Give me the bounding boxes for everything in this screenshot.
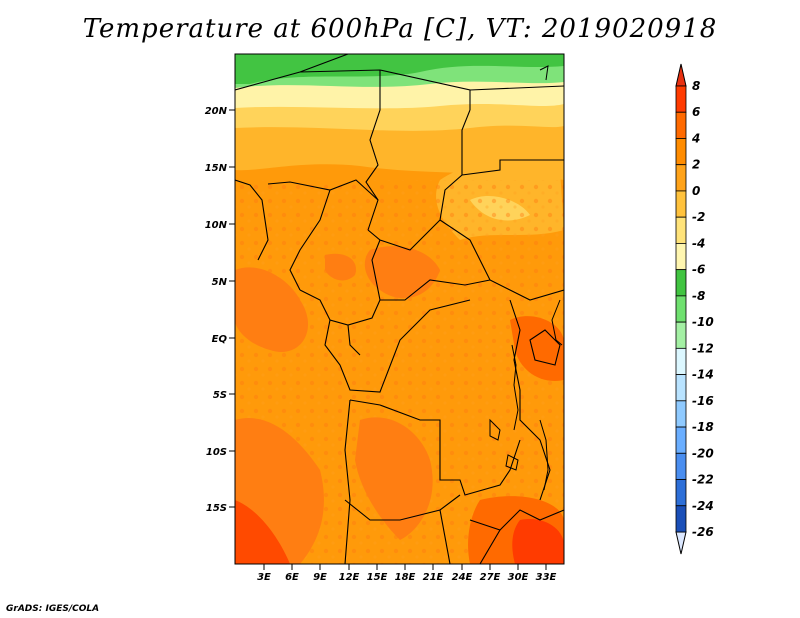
lat-label: 10N [205, 220, 228, 231]
colorbar-label: -14 [692, 368, 714, 382]
field-patch-south-central [355, 417, 433, 540]
colorbar-label: -2 [692, 210, 705, 224]
map-frame [234, 53, 565, 565]
grads-credit: GrADS: IGES/COLA [6, 604, 100, 614]
colorbar: 8 6 4 2 0 -2 -4 -6 -8 -10 -12 -14 -16 -18 -20 -22 -24 -26 [675, 63, 714, 555]
lon-label: 6E [285, 572, 299, 583]
colorbar-swatch [675, 164, 687, 192]
colorbar-label: 4 [691, 131, 700, 145]
lon-ticks [263, 564, 547, 570]
lon-label: 3E [257, 572, 271, 583]
lat-label: 10S [206, 447, 227, 458]
lon-label: 27E [480, 572, 501, 583]
field-patch-hot-se [512, 519, 564, 564]
colorbar-label: -26 [692, 525, 714, 539]
colorbar-label: 6 [692, 105, 700, 119]
colorbar-label: -8 [692, 289, 705, 303]
colorbar-swatch [675, 111, 687, 139]
colorbar-label: -6 [692, 263, 705, 277]
colorbar-swatch [675, 452, 687, 480]
colorbar-swatch [675, 138, 687, 166]
colorbar-swatch [675, 374, 687, 402]
lon-label: 33E [536, 572, 557, 583]
lat-label: 5N [212, 277, 228, 288]
colorbar-swatch [675, 505, 687, 533]
lon-label: 30E [508, 572, 529, 583]
map-title: Temperature at 600hPa [C], VT: 201902091… [82, 14, 718, 44]
colorbar-swatch [675, 426, 687, 454]
colorbar-label: -18 [692, 420, 714, 434]
colorbar-label: -24 [692, 499, 714, 513]
lon-label: 21E [423, 572, 444, 583]
colorbar-under-arrow [675, 531, 687, 555]
lat-label: 15N [205, 163, 228, 174]
colorbar-label: -22 [692, 473, 714, 487]
colorbar-swatch [675, 190, 687, 218]
colorbar-swatch [675, 479, 687, 507]
lake-outlines [489, 65, 563, 491]
colorbar-swatch [675, 321, 687, 349]
colorbar-over-arrow [675, 63, 687, 87]
field-patch-hot-sw [235, 500, 290, 564]
field-patch-lakes [510, 316, 564, 381]
country-borders [235, 54, 564, 564]
field-band-dark-green [235, 54, 564, 84]
colorbar-label: 0 [692, 184, 700, 198]
lat-label: EQ [212, 334, 228, 345]
lat-label: 5S [213, 390, 227, 401]
lon-label: 15E [367, 572, 388, 583]
lon-label: 12E [339, 572, 360, 583]
lat-label: 15S [206, 503, 227, 514]
colorbar-swatch [675, 269, 687, 297]
colorbar-label: 2 [692, 158, 700, 172]
colorbar-swatch [675, 85, 687, 113]
colorbar-label: -16 [692, 394, 714, 408]
colorbar-swatch [675, 347, 687, 375]
colorbar-swatch [675, 400, 687, 428]
colorbar-swatch [675, 243, 687, 271]
colorbar-swatch [675, 216, 687, 244]
colorbar-swatch [675, 295, 687, 323]
colorbar-label: -10 [692, 315, 714, 329]
field-patch-west [235, 267, 309, 352]
lon-label: 24E [452, 572, 473, 583]
colorbar-label: -12 [692, 341, 714, 355]
temperature-field [235, 54, 564, 564]
lat-label: 20N [205, 106, 228, 117]
lat-ticks [229, 109, 235, 508]
colorbar-label: -20 [692, 446, 714, 460]
field-patch-central [364, 246, 440, 299]
lon-label: 18E [395, 572, 416, 583]
colorbar-label: -4 [692, 236, 705, 250]
colorbar-label: 8 [692, 79, 700, 93]
lon-label: 9E [313, 572, 327, 583]
